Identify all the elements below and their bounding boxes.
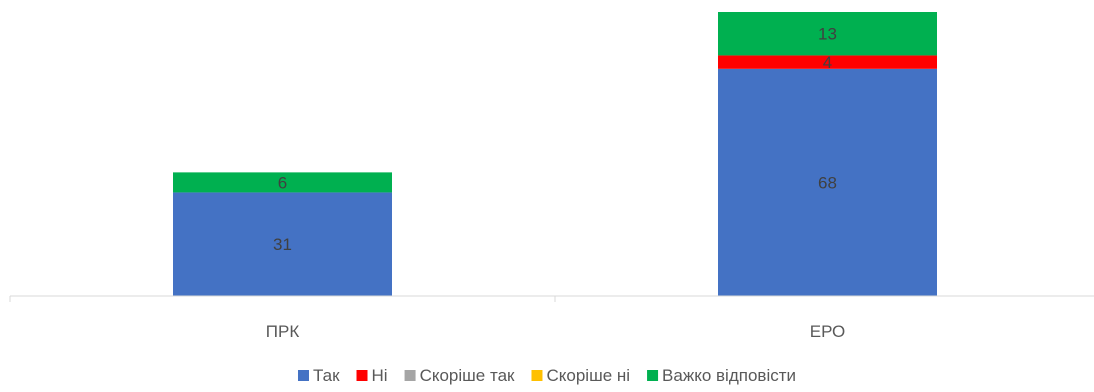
data-label: 68 — [818, 173, 837, 192]
legend-swatch — [356, 370, 368, 381]
legend-item: Скоріше так — [404, 366, 515, 385]
legend-swatch — [297, 370, 309, 381]
legend-label: Скоріше так — [420, 366, 515, 385]
data-labels-group: 31 6 68 4 13 — [273, 25, 837, 254]
legend-item: Так — [297, 366, 340, 385]
x-axis: ПРК ЕРО — [9, 295, 1094, 341]
data-label: 6 — [278, 173, 287, 192]
legend-label: Важко відповісти — [662, 366, 796, 385]
legend-swatch — [531, 370, 543, 381]
legend-swatch — [647, 370, 659, 381]
data-label: 13 — [818, 25, 837, 44]
bar-segment-2-2 — [718, 55, 937, 69]
data-label: 4 — [823, 53, 832, 72]
data-label: 31 — [273, 235, 292, 254]
legend-label: Скоріше ні — [546, 366, 630, 385]
legend-item: Важко відповісти — [647, 366, 796, 385]
bar-segment-1-1 — [173, 192, 392, 296]
x-tick-label: ЕРО — [810, 322, 846, 341]
bar-segment-5-2 — [718, 12, 937, 56]
legend-label: Ні — [372, 366, 388, 385]
bars-group — [173, 12, 937, 296]
legend-item: Скоріше ні — [531, 366, 630, 385]
legend-swatch — [404, 370, 416, 381]
legend-item: Ні — [356, 366, 388, 385]
x-tick-label: ПРК — [266, 322, 300, 341]
bar-segment-1-2 — [718, 68, 937, 296]
bar-segment-5-1 — [173, 172, 392, 193]
legend: Так Ні Скоріше так Скоріше ні Важко відповіс… — [297, 366, 796, 385]
legend-label: Так — [313, 366, 340, 385]
